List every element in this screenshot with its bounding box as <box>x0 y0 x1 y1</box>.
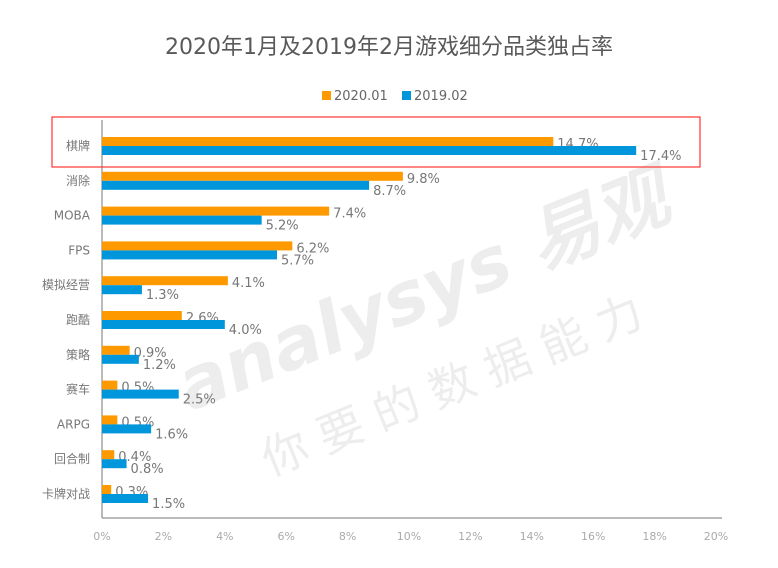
bar-2019.02 <box>102 180 370 190</box>
bar-2020.01 <box>102 345 130 355</box>
category-label: 卡牌对战 <box>42 487 90 501</box>
bar-2020.01 <box>102 485 112 494</box>
bar-2019.02 <box>102 494 149 503</box>
data-label: 2.5% <box>183 393 216 408</box>
bar-2020.01 <box>102 415 118 425</box>
data-label: 9.8% <box>407 172 440 187</box>
bar-2019.02 <box>102 146 637 155</box>
data-label: 6.2% <box>296 241 329 256</box>
category-label: 跑酷 <box>66 313 90 327</box>
data-label: 8.7% <box>373 184 406 199</box>
bar-2019.02 <box>102 354 139 364</box>
category-label: 棋牌 <box>66 139 90 153</box>
bar-2019.02 <box>102 215 262 225</box>
bar-2019.02 <box>102 424 152 434</box>
category-label: 赛车 <box>66 382 90 397</box>
x-tick-label: 12% <box>458 530 482 543</box>
bar-2019.02 <box>102 389 179 399</box>
data-label: 0.9% <box>134 346 167 361</box>
legend-swatch-0 <box>322 91 331 100</box>
bar-2020.01 <box>102 450 115 460</box>
x-tick-label: 10% <box>397 530 421 543</box>
data-label: 1.3% <box>146 288 179 303</box>
category-label: 回合制 <box>54 451 90 466</box>
bar-2020.01 <box>102 380 118 390</box>
legend-swatch-1 <box>402 91 411 100</box>
chart-title: 2020年1月及2019年2月游戏细分品类独占率 <box>165 35 613 60</box>
category-label: 模拟经营 <box>42 278 90 292</box>
bar-2020.01 <box>102 171 403 181</box>
x-tick-label: 20% <box>704 530 728 543</box>
bar-2020.01 <box>102 276 228 286</box>
bar-2019.02 <box>102 285 142 295</box>
x-tick-label: 4% <box>216 530 233 543</box>
legend: 2020.01 2019.02 <box>322 89 468 104</box>
data-label: 5.7% <box>281 253 314 268</box>
category-label: FPS <box>68 243 90 257</box>
data-label: 0.8% <box>131 462 164 477</box>
bar-2019.02 <box>102 250 277 260</box>
category-label: ARPG <box>57 417 90 431</box>
x-tick-label: 16% <box>581 530 605 543</box>
bar-2019.02 <box>102 459 127 469</box>
bar-2019.02 <box>102 320 225 329</box>
data-label: 4.1% <box>232 276 265 291</box>
category-label: 策略 <box>66 347 90 362</box>
category-label: MOBA <box>54 209 91 223</box>
data-label: 17.4% <box>640 149 681 164</box>
x-tick-label: 2% <box>155 530 172 543</box>
data-label: 7.4% <box>333 207 366 222</box>
legend-label-0: 2020.01 <box>334 89 388 104</box>
bar-2020.01 <box>102 311 182 320</box>
x-tick-label: 14% <box>520 530 544 543</box>
x-tick-label: 18% <box>642 530 666 543</box>
data-label: 1.5% <box>152 497 185 512</box>
x-tick-label: 8% <box>339 530 356 543</box>
data-label: 1.2% <box>143 358 176 373</box>
legend-label-1: 2019.02 <box>414 89 468 104</box>
data-label: 4.0% <box>229 323 262 338</box>
data-label: 1.6% <box>155 427 188 442</box>
bar-2020.01 <box>102 206 330 216</box>
x-tick-label: 0% <box>93 530 110 543</box>
category-label: 消除 <box>66 173 90 188</box>
highlight-box <box>51 116 701 168</box>
data-label: 5.2% <box>266 219 299 234</box>
bar-2020.01 <box>102 241 293 251</box>
bar-2020.01 <box>102 137 554 146</box>
x-tick-label: 6% <box>277 530 294 543</box>
